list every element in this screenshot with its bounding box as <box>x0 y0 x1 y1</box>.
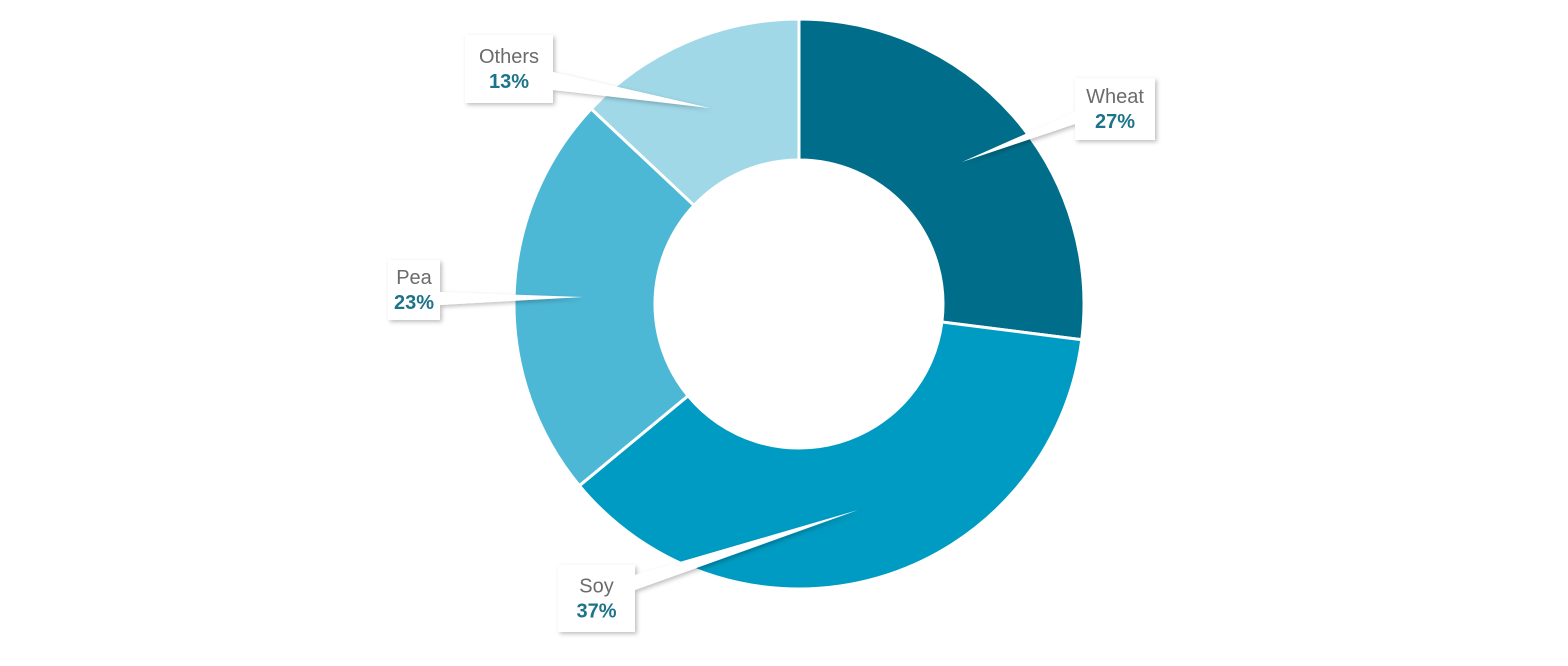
callout-box <box>465 35 553 103</box>
percent-label: 37% <box>576 601 616 623</box>
category-label: Wheat <box>1086 86 1144 108</box>
callout-box <box>558 565 635 632</box>
slice-wheat <box>797 17 1086 342</box>
callout-pointer <box>440 292 583 305</box>
callout-box <box>388 260 440 320</box>
callout-pointer <box>635 510 858 590</box>
callout-soy <box>558 510 858 632</box>
category-label: Pea <box>396 267 432 289</box>
percent-label: 27% <box>1095 111 1135 133</box>
callout-wheat <box>962 78 1155 162</box>
callout-pointer <box>553 72 710 108</box>
callout-pointer <box>962 112 1075 162</box>
percent-label: 23% <box>394 292 434 314</box>
percent-label: 13% <box>489 71 529 93</box>
slice-others <box>589 17 801 208</box>
callout-pea <box>388 260 583 320</box>
callout-box <box>1075 78 1155 140</box>
slice-pea <box>512 106 697 488</box>
callout-others <box>465 35 710 108</box>
category-label: Soy <box>579 576 613 598</box>
slice-soy <box>577 320 1084 591</box>
category-label: Others <box>479 46 539 68</box>
